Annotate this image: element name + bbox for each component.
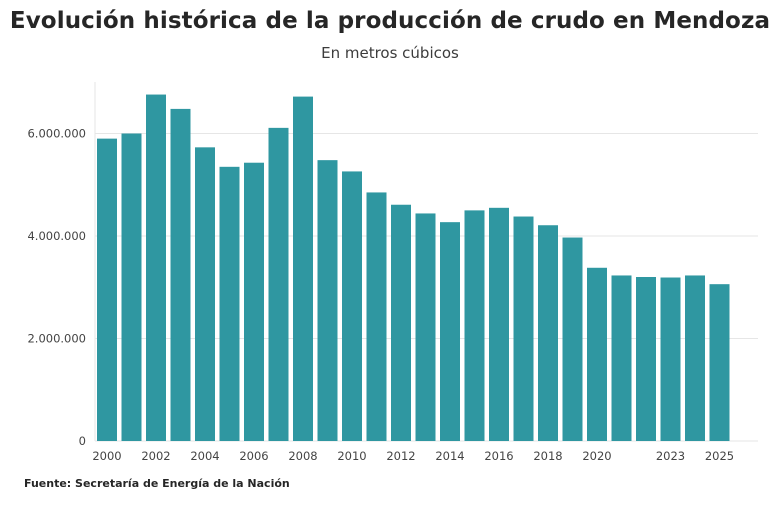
source-note: Fuente: Secretaría de Energía de la Naci… (24, 477, 290, 490)
x-tick-label: 2008 (288, 449, 317, 463)
chart-subtitle: En metros cúbicos (321, 44, 459, 62)
bar-2006 (244, 162, 264, 441)
bar-2021 (611, 275, 632, 441)
bar-2015 (464, 210, 485, 441)
bar-2017 (513, 216, 534, 441)
x-tick-label: 2020 (582, 449, 611, 463)
axis-layer: 0 2.000.000 4.000.000 6.000.000 2000 2002 2004… (27, 127, 734, 464)
x-tick-label: 2025 (705, 449, 734, 463)
bar-2000 (97, 138, 117, 441)
bar-2004 (195, 147, 215, 441)
bar-2022 (636, 277, 656, 441)
bar-layer (97, 94, 730, 442)
x-tick-label: 2016 (484, 449, 513, 463)
bar-2007 (268, 127, 289, 442)
x-tick-label: 2018 (533, 449, 562, 463)
bar-2009 (317, 160, 338, 441)
x-tick-label: 2023 (656, 449, 685, 463)
x-tick-label: 2012 (386, 449, 415, 463)
y-tick-label: 4.000.000 (27, 229, 86, 243)
bar-2012 (391, 204, 411, 441)
bar-2003 (170, 108, 191, 442)
bar-2002 (146, 94, 166, 442)
bar-2020 (587, 267, 607, 441)
bar-2024 (685, 275, 705, 441)
bar-2025 (709, 284, 730, 441)
bar-2019 (562, 237, 583, 441)
bar-2023 (660, 277, 681, 441)
bar-2013 (415, 213, 436, 441)
bar-2018 (538, 225, 558, 441)
bar-2010 (342, 171, 362, 442)
y-tick-label: 0 (79, 434, 86, 448)
bar-2014 (440, 222, 460, 441)
bar-2001 (121, 133, 142, 441)
x-tick-label: 2002 (141, 449, 170, 463)
y-tick-label: 6.000.000 (27, 127, 86, 141)
chart-title: Evolución histórica de la producción de … (9, 8, 771, 34)
bar-2008 (293, 96, 313, 441)
bar-2011 (366, 192, 387, 441)
x-tick-label: 2010 (337, 449, 366, 463)
x-tick-label: 2014 (435, 449, 464, 463)
x-tick-label: 2004 (190, 449, 219, 463)
x-tick-label: 2000 (92, 449, 121, 463)
bar-2016 (489, 207, 509, 441)
x-tick-label: 2006 (239, 449, 268, 463)
bar-2005 (219, 166, 240, 441)
y-tick-label: 2.000.000 (27, 332, 86, 346)
